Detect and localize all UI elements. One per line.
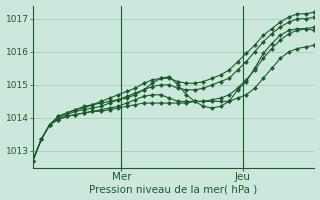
X-axis label: Pression niveau de la mer( hPa ): Pression niveau de la mer( hPa ) [90,184,258,194]
